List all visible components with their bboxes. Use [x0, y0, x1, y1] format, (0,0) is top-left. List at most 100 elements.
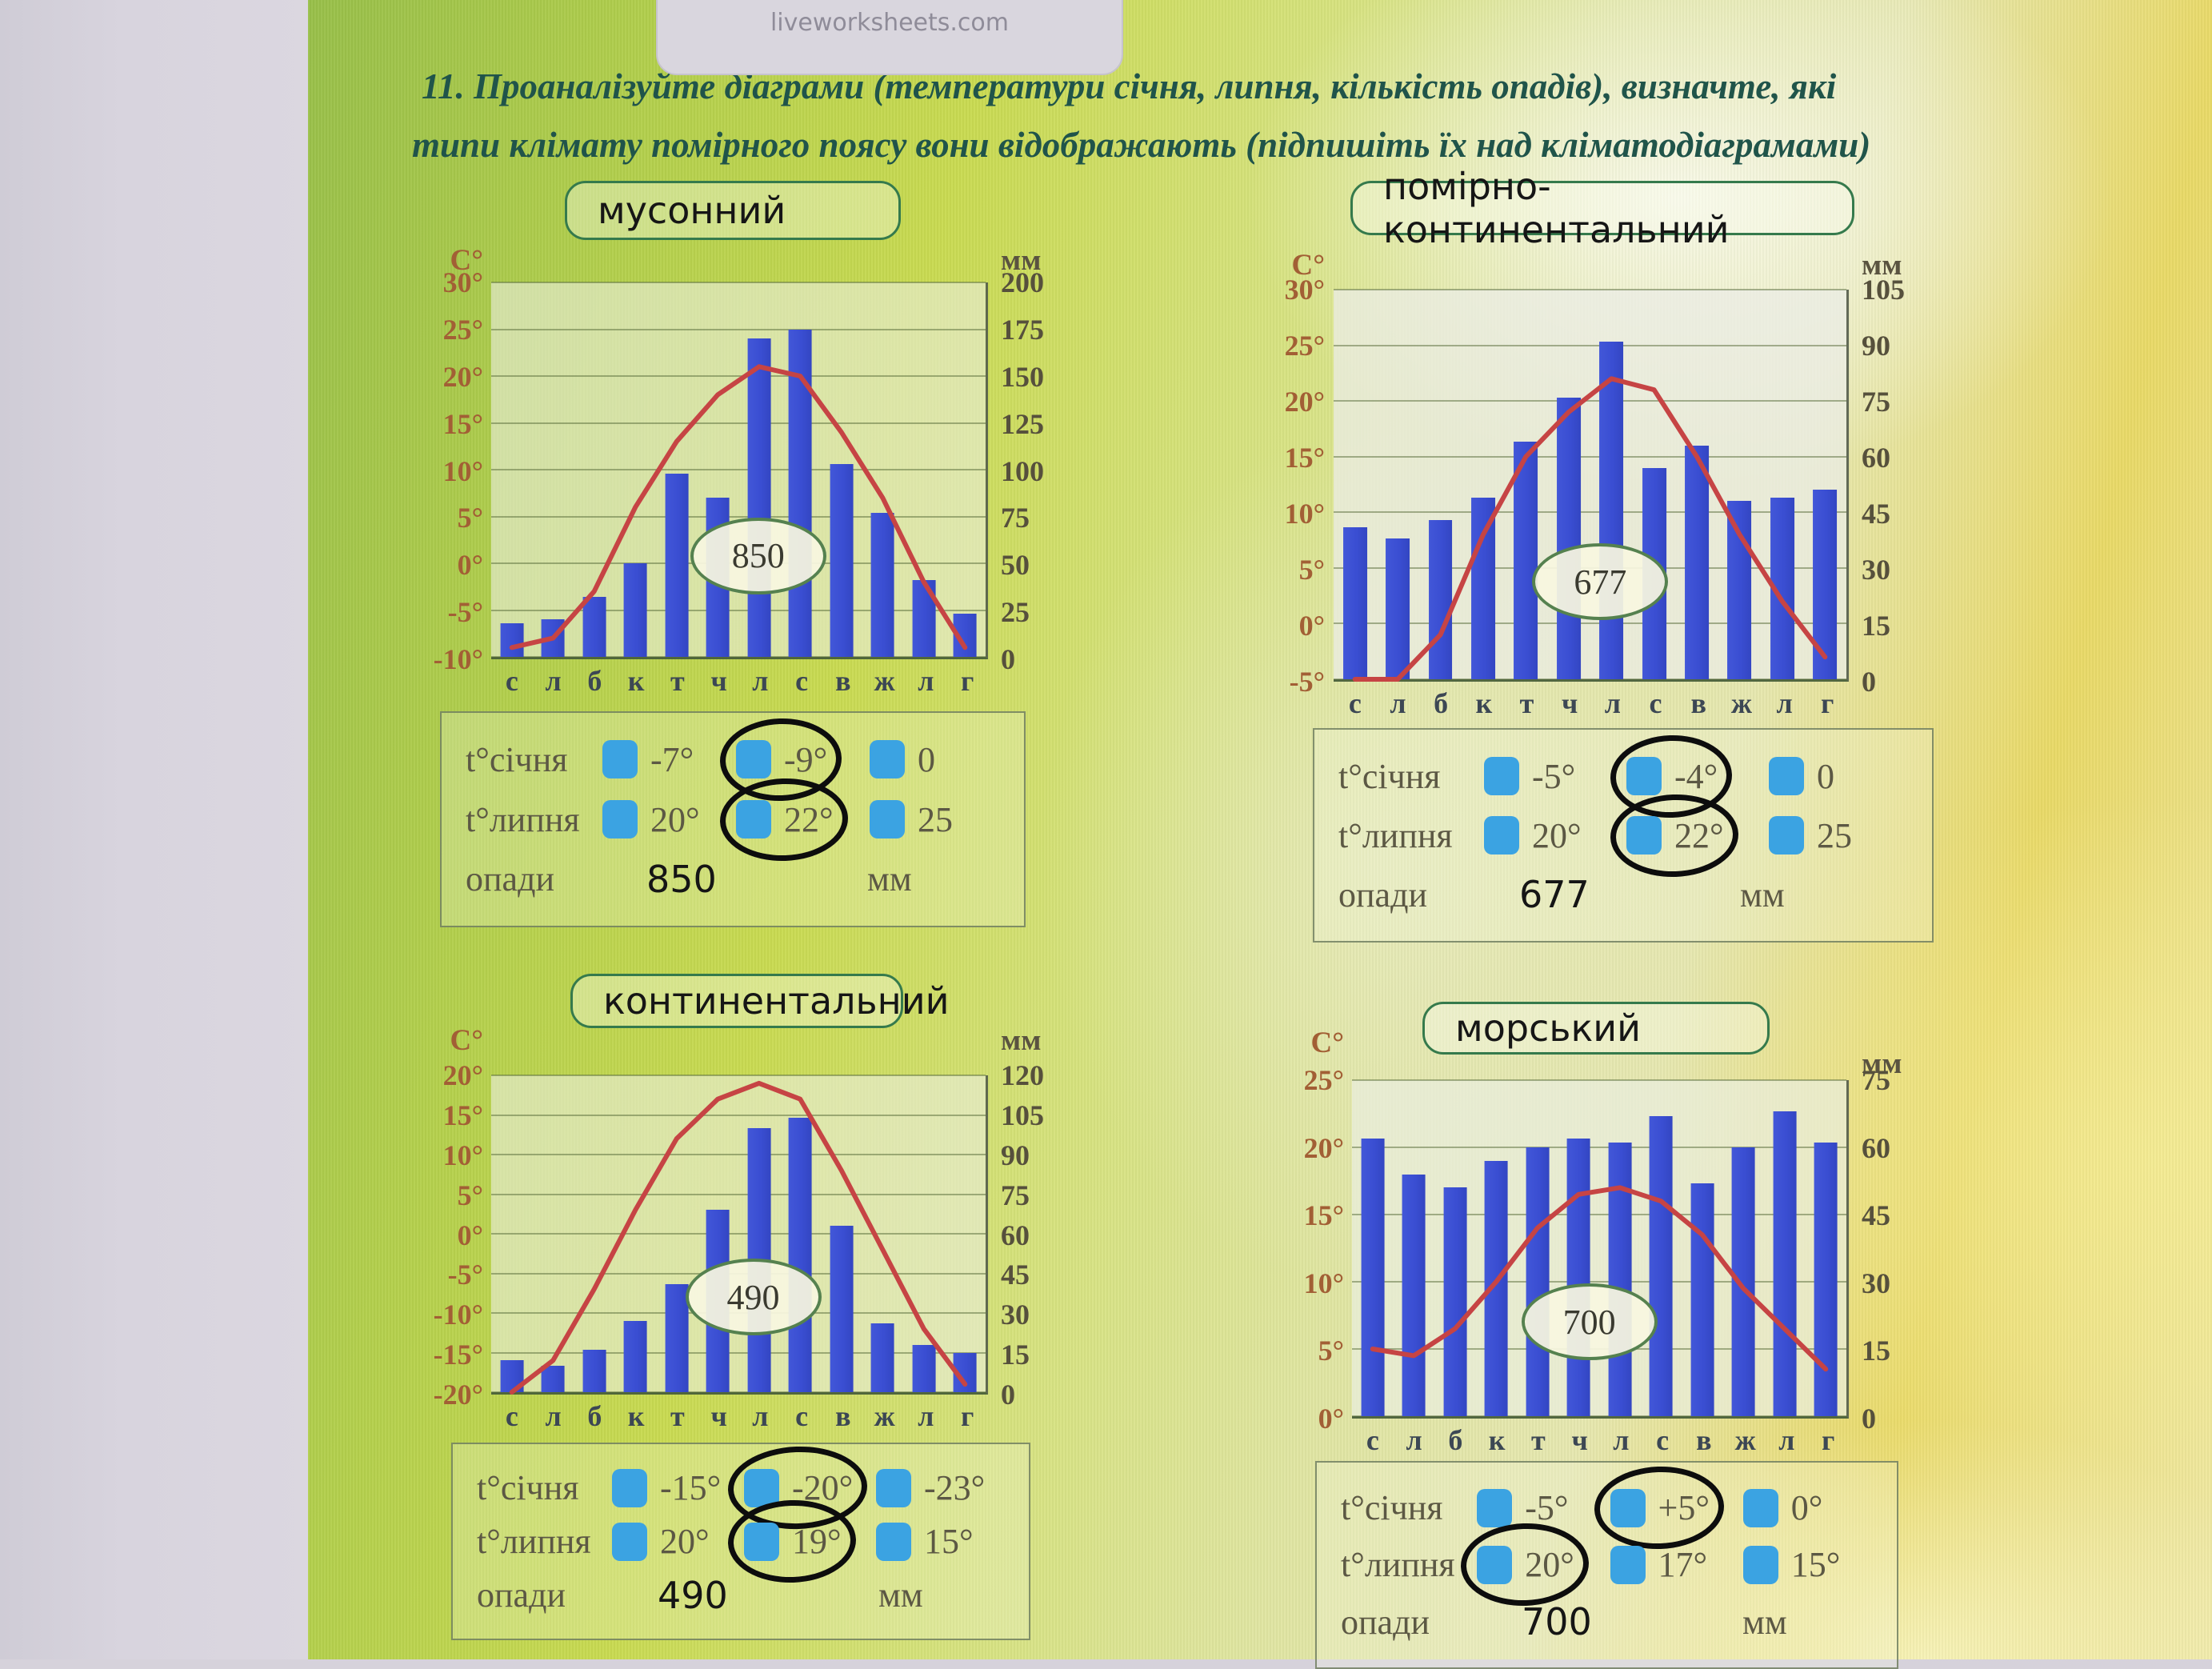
climograph-maritime: морський C° мм 25° 20° 15° 10° 5° 0° 75 60 45 30…: [1256, 1002, 1976, 1498]
precip-bar: [1514, 442, 1538, 679]
answer-checkbox[interactable]: [1477, 1545, 1513, 1584]
answer-checkbox[interactable]: [1484, 816, 1519, 855]
answer-checkbox[interactable]: [1484, 757, 1519, 795]
answer-option-group: 19°: [726, 1498, 858, 1585]
precip-written-answer[interactable]: 490: [658, 1573, 728, 1617]
precip-tick-label: 105: [1001, 1099, 1044, 1131]
month-label: л: [1604, 687, 1621, 719]
answer-row: t°січня -7° -9° 0: [466, 716, 1000, 803]
climate-type-input[interactable]: морський: [1422, 1002, 1770, 1055]
month-label: л: [1406, 1424, 1422, 1456]
precip-tick-label: 0: [1862, 666, 1876, 698]
answer-checkbox[interactable]: [736, 800, 771, 839]
precip-bar: [788, 1117, 812, 1392]
precip-bar: [870, 1323, 894, 1392]
temperature-line: [1334, 290, 1846, 679]
month-label: с: [795, 1400, 809, 1432]
precip-tick-label: 0: [1862, 1403, 1876, 1435]
precip-written-answer[interactable]: 700: [1522, 1600, 1592, 1644]
precip-bar: [623, 1320, 647, 1392]
answer-option-label: -5°: [1532, 756, 1576, 796]
climate-type-label: морський: [1455, 1007, 1642, 1050]
climate-type-label: мусонний: [598, 189, 786, 232]
answer-option-label: 20°: [650, 799, 700, 839]
answer-checkbox[interactable]: [876, 1468, 911, 1507]
answer-checkbox[interactable]: [876, 1522, 911, 1561]
gridline: [1352, 1281, 1846, 1283]
answer-row-label: опади: [477, 1575, 566, 1615]
answer-option-label: +5°: [1658, 1488, 1710, 1528]
gridline: [491, 469, 986, 470]
climograph-continental: континентальний C° мм 20° 15° 10° 5° 0° -5° -1…: [395, 974, 1099, 1486]
answer-option-label: 15°: [1790, 1545, 1841, 1585]
precip-written-answer[interactable]: 850: [646, 857, 717, 901]
answer-checkbox[interactable]: [1742, 1545, 1778, 1584]
answer-row: t°липня 20° 19° 15°: [477, 1498, 1005, 1585]
answer-option-group: 0°: [1740, 1487, 1826, 1528]
answer-checkbox[interactable]: [870, 740, 905, 779]
month-label: т: [1519, 687, 1534, 719]
answer-checkbox[interactable]: [602, 740, 638, 779]
task-title-line1: 11. Проаналізуйте діаграми (температури …: [422, 66, 1837, 106]
answer-option: 19°: [726, 1498, 873, 1585]
answer-row-label: опади: [1338, 875, 1428, 915]
answer-checkbox[interactable]: [602, 800, 638, 839]
answer-checkbox[interactable]: [612, 1522, 647, 1561]
temp-tick-label: 10°: [442, 1139, 483, 1171]
temp-tick-label: 25°: [442, 313, 483, 346]
answer-option: 22°: [718, 775, 866, 863]
answer-checkbox[interactable]: [1610, 1488, 1646, 1527]
precip-bar: [1526, 1147, 1550, 1416]
answer-option: 25: [1766, 815, 1908, 856]
answer-option-group: 20°: [1481, 815, 1585, 856]
climate-type-input[interactable]: мусонний: [565, 181, 901, 240]
answer-checkbox[interactable]: [1626, 816, 1662, 855]
month-label: т: [670, 1400, 685, 1432]
answer-option: 0°: [1740, 1487, 1873, 1528]
answer-checkbox[interactable]: [870, 800, 905, 839]
answer-checkbox[interactable]: [1626, 757, 1662, 795]
answer-checkbox[interactable]: [612, 1468, 647, 1507]
answer-checkbox[interactable]: [1610, 1545, 1646, 1584]
precip-written-answer[interactable]: 677: [1519, 873, 1590, 916]
answer-option-group: -20°: [726, 1443, 869, 1532]
answer-option-label: 19°: [792, 1522, 842, 1561]
answer-option: -7°: [599, 739, 733, 780]
temp-tick-label: 0°: [1318, 1403, 1344, 1435]
answer-checkbox[interactable]: [736, 740, 771, 779]
gridline: [1352, 1214, 1846, 1215]
answer-option-label: 25: [918, 799, 953, 839]
gridline: [491, 422, 986, 424]
answer-checkbox[interactable]: [1769, 757, 1804, 795]
precip-bar: [1773, 1111, 1797, 1416]
answer-checkbox[interactable]: [1769, 816, 1804, 855]
precip-tick-label: 90: [1001, 1139, 1030, 1171]
answer-option-label: 22°: [784, 799, 834, 839]
plot-area: 700: [1352, 1079, 1849, 1419]
answer-checkbox[interactable]: [1477, 1488, 1513, 1527]
gridline: [491, 1391, 986, 1393]
month-label: в: [835, 665, 851, 697]
precip-tick-label: 200: [1001, 266, 1044, 298]
answer-row-label: t°січня: [1338, 756, 1441, 796]
answer-checkbox[interactable]: [744, 1468, 779, 1507]
answer-option: 20°: [1459, 1521, 1606, 1609]
climate-type-input[interactable]: помірно-континентальний: [1350, 165, 1854, 251]
temp-tick-label: 25°: [1303, 1064, 1344, 1096]
temp-axis-unit: C°: [1310, 1027, 1344, 1059]
answer-row: t°січня -5° +5° 0°: [1341, 1464, 1873, 1551]
precip-tick-label: 60: [1862, 442, 1890, 474]
answer-checkbox[interactable]: [1742, 1488, 1778, 1527]
answer-checkbox[interactable]: [744, 1522, 779, 1561]
temp-tick-label: 20°: [442, 360, 483, 393]
answer-option: 22°: [1609, 791, 1766, 879]
answer-option-label: 20°: [660, 1522, 710, 1561]
precip-tick-label: 105: [1862, 274, 1905, 306]
precip-bar: [1649, 1115, 1673, 1416]
answer-option-group: -4°: [1609, 732, 1734, 820]
precip-axis-unit: мм: [1862, 1047, 1902, 1080]
answer-row-label: t°липня: [1341, 1545, 1455, 1585]
temp-tick-label: 20°: [1303, 1131, 1344, 1164]
temperature-line: [1352, 1080, 1846, 1416]
climate-type-input[interactable]: континентальний: [570, 974, 950, 1028]
